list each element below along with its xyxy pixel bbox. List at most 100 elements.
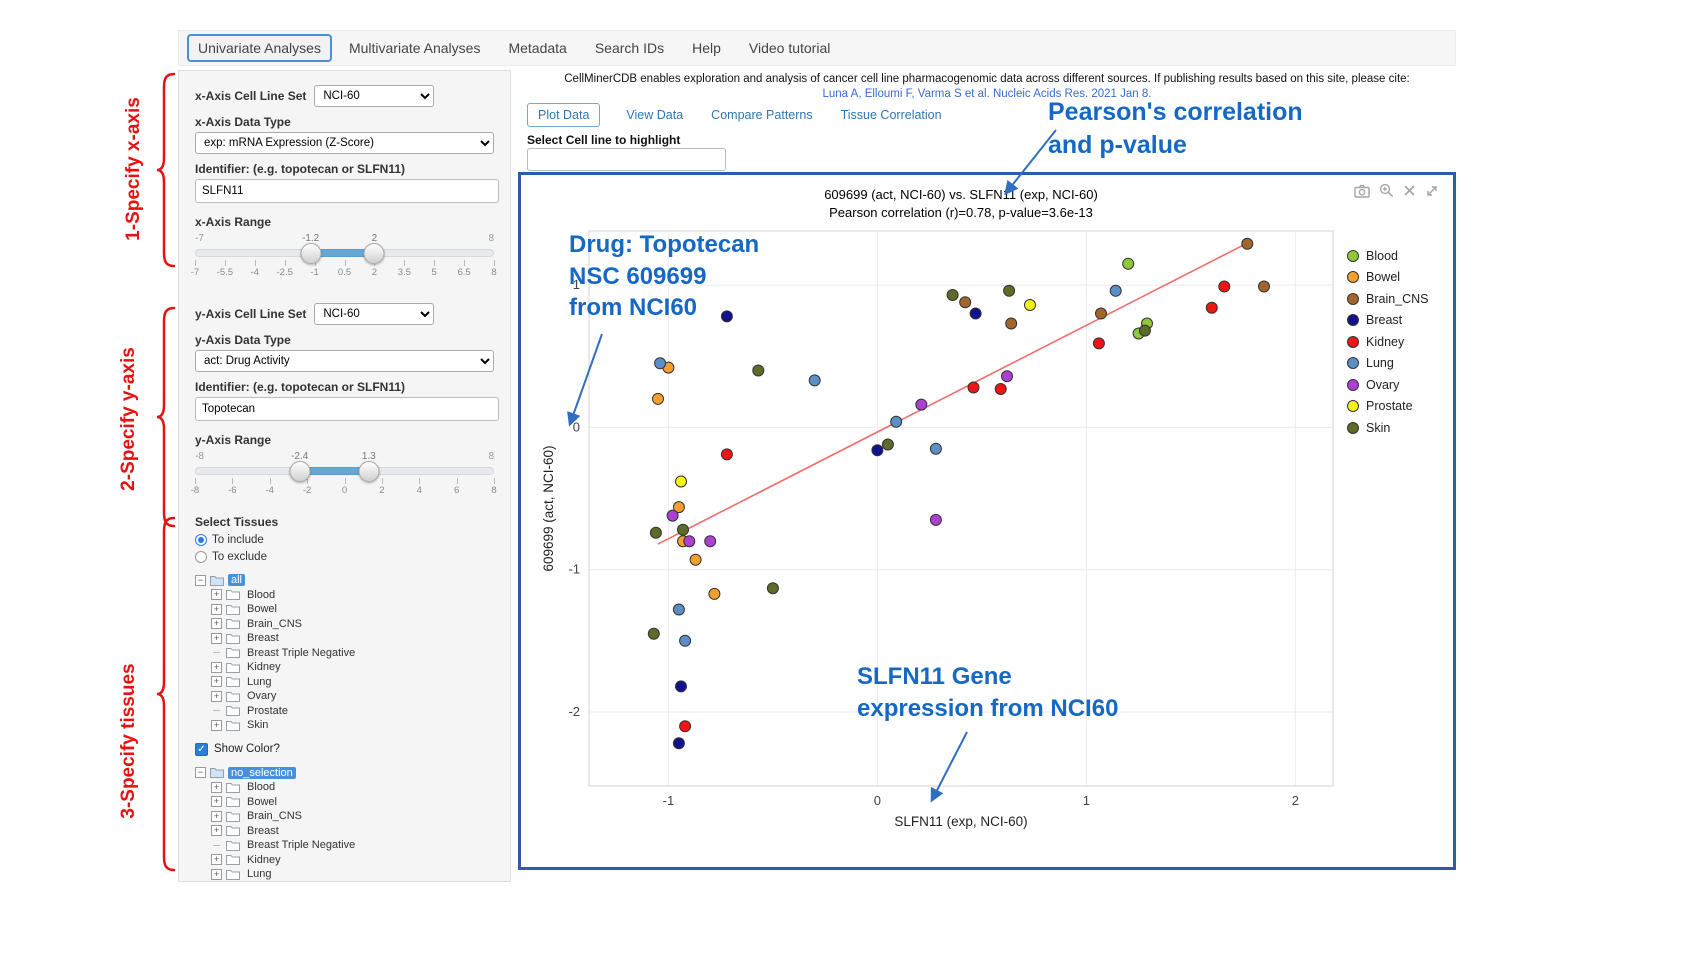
legend-item-skin[interactable]: Skin bbox=[1347, 417, 1429, 439]
legend-item-breast[interactable]: Breast bbox=[1347, 310, 1429, 332]
x-cell-line-set-select[interactable]: NCI-60 bbox=[314, 85, 434, 107]
legend-item-ovary[interactable]: Ovary bbox=[1347, 374, 1429, 396]
data-point-skin[interactable] bbox=[882, 439, 893, 450]
data-point-ovary[interactable] bbox=[684, 536, 695, 547]
nav-tab-multivariate-analyses[interactable]: Multivariate Analyses bbox=[338, 34, 492, 62]
tissue-include-item-kidney[interactable]: Kidney bbox=[244, 661, 284, 673]
tissue-exclude-root[interactable]: no_selection bbox=[228, 767, 296, 779]
data-point-breast[interactable] bbox=[676, 681, 687, 692]
tab-plot-data[interactable]: Plot Data bbox=[527, 103, 600, 127]
data-point-prostate[interactable] bbox=[1025, 300, 1036, 311]
data-point-kidney[interactable] bbox=[968, 382, 979, 393]
legend-item-kidney[interactable]: Kidney bbox=[1347, 331, 1429, 353]
x-data-type-select[interactable]: exp: mRNA Expression (Z-Score) bbox=[195, 132, 494, 154]
tab-view-data[interactable]: View Data bbox=[624, 104, 685, 126]
expand-icon[interactable]: + bbox=[211, 811, 222, 822]
radio-exclude-control[interactable] bbox=[195, 551, 207, 563]
expand-icon[interactable]: + bbox=[211, 633, 222, 644]
data-point-skin[interactable] bbox=[1139, 325, 1150, 336]
data-point-ovary[interactable] bbox=[705, 536, 716, 547]
data-point-skin[interactable] bbox=[1004, 285, 1015, 296]
data-point-lung[interactable] bbox=[655, 358, 666, 369]
tissue-include-item-ovary[interactable]: Ovary bbox=[244, 690, 279, 702]
data-point-skin[interactable] bbox=[678, 524, 689, 535]
data-point-skin[interactable] bbox=[648, 628, 659, 639]
data-point-bowel[interactable] bbox=[709, 588, 720, 599]
tissue-include-item-prostate[interactable]: Prostate bbox=[244, 705, 291, 717]
data-point-kidney[interactable] bbox=[1219, 281, 1230, 292]
data-point-brain-cns[interactable] bbox=[1242, 238, 1253, 249]
nav-tab-video-tutorial[interactable]: Video tutorial bbox=[738, 34, 841, 62]
data-point-bowel[interactable] bbox=[690, 554, 701, 565]
data-point-skin[interactable] bbox=[947, 290, 958, 301]
radio-to-include[interactable]: To include bbox=[195, 534, 494, 546]
data-point-breast[interactable] bbox=[970, 308, 981, 319]
data-point-brain-cns[interactable] bbox=[1006, 318, 1017, 329]
tissue-include-item-skin[interactable]: Skin bbox=[244, 719, 271, 731]
data-point-brain-cns[interactable] bbox=[960, 297, 971, 308]
tissue-exclude-item-blood[interactable]: Blood bbox=[244, 781, 278, 793]
data-point-skin[interactable] bbox=[767, 583, 778, 594]
data-point-kidney[interactable] bbox=[1206, 302, 1217, 313]
data-point-ovary[interactable] bbox=[930, 514, 941, 525]
camera-icon[interactable] bbox=[1354, 184, 1370, 198]
data-point-kidney[interactable] bbox=[721, 449, 732, 460]
tissue-include-item-lung[interactable]: Lung bbox=[244, 676, 274, 688]
nav-tab-help[interactable]: Help bbox=[681, 34, 732, 62]
expand-icon[interactable]: + bbox=[211, 618, 222, 629]
zoom-in-icon[interactable] bbox=[1379, 183, 1394, 198]
collapse-icon[interactable]: − bbox=[195, 575, 206, 586]
data-point-lung[interactable] bbox=[673, 604, 684, 615]
data-point-breast[interactable] bbox=[673, 738, 684, 749]
tissue-exclude-item-bowel[interactable]: Bowel bbox=[244, 796, 280, 808]
expand-icon[interactable]: + bbox=[211, 796, 222, 807]
data-point-kidney[interactable] bbox=[680, 721, 691, 732]
show-color-checkbox[interactable]: ✓ bbox=[195, 743, 208, 756]
slider-handle-to[interactable] bbox=[364, 243, 385, 264]
tab-compare-patterns[interactable]: Compare Patterns bbox=[709, 104, 814, 126]
nav-tab-metadata[interactable]: Metadata bbox=[497, 34, 577, 62]
data-point-skin[interactable] bbox=[753, 365, 764, 376]
legend-item-blood[interactable]: Blood bbox=[1347, 245, 1429, 267]
slider-handle-from[interactable] bbox=[289, 461, 310, 482]
expand-icon[interactable]: + bbox=[211, 589, 222, 600]
tissue-include-item-blood[interactable]: Blood bbox=[244, 589, 278, 601]
data-point-kidney[interactable] bbox=[1093, 338, 1104, 349]
tissue-include-item-brain-cns[interactable]: Brain_CNS bbox=[244, 618, 305, 630]
legend-item-bowel[interactable]: Bowel bbox=[1347, 267, 1429, 289]
tissue-exclude-item-lung[interactable]: Lung bbox=[244, 868, 274, 880]
expand-icon[interactable]: + bbox=[211, 782, 222, 793]
expand-icon[interactable]: + bbox=[211, 825, 222, 836]
data-point-ovary[interactable] bbox=[1002, 371, 1013, 382]
expand-icon[interactable]: + bbox=[211, 676, 222, 687]
y-range-slider[interactable]: -8 8 -2.4 1.3 -8-6-4-202468 bbox=[195, 451, 494, 497]
x-identifier-input[interactable] bbox=[195, 179, 499, 203]
y-cell-line-set-select[interactable]: NCI-60 bbox=[314, 303, 434, 325]
expand-icon[interactable]: + bbox=[211, 854, 222, 865]
data-point-lung[interactable] bbox=[891, 416, 902, 427]
pan-icon[interactable] bbox=[1425, 184, 1439, 198]
data-point-breast[interactable] bbox=[872, 445, 883, 456]
tissue-exclude-item-brain-cns[interactable]: Brain_CNS bbox=[244, 810, 305, 822]
slider-handle-from[interactable] bbox=[300, 243, 321, 264]
data-point-skin[interactable] bbox=[650, 527, 661, 538]
data-point-kidney[interactable] bbox=[995, 384, 1006, 395]
data-point-lung[interactable] bbox=[680, 635, 691, 646]
collapse-icon[interactable]: − bbox=[195, 767, 206, 778]
slider-handle-to[interactable] bbox=[358, 461, 379, 482]
x-range-slider[interactable]: -7 8 -1.2 2 -7-5.5-4-2.5-10.523.556.58 bbox=[195, 233, 494, 279]
expand-icon[interactable]: + bbox=[211, 720, 222, 731]
tissue-exclude-item-breast[interactable]: Breast bbox=[244, 825, 282, 837]
data-point-ovary[interactable] bbox=[667, 510, 678, 521]
expand-icon[interactable]: + bbox=[211, 691, 222, 702]
tissue-include-root[interactable]: all bbox=[228, 574, 245, 586]
tissue-include-item-bowel[interactable]: Bowel bbox=[244, 603, 280, 615]
data-point-prostate[interactable] bbox=[676, 476, 687, 487]
y-data-type-select[interactable]: act: Drug Activity bbox=[195, 350, 494, 372]
data-point-bowel[interactable] bbox=[653, 393, 664, 404]
data-point-lung[interactable] bbox=[809, 375, 820, 386]
show-color-row[interactable]: ✓ Show Color? bbox=[195, 743, 494, 756]
data-point-lung[interactable] bbox=[930, 443, 941, 454]
nav-tab-univariate-analyses[interactable]: Univariate Analyses bbox=[187, 34, 332, 62]
data-point-brain-cns[interactable] bbox=[1259, 281, 1270, 292]
